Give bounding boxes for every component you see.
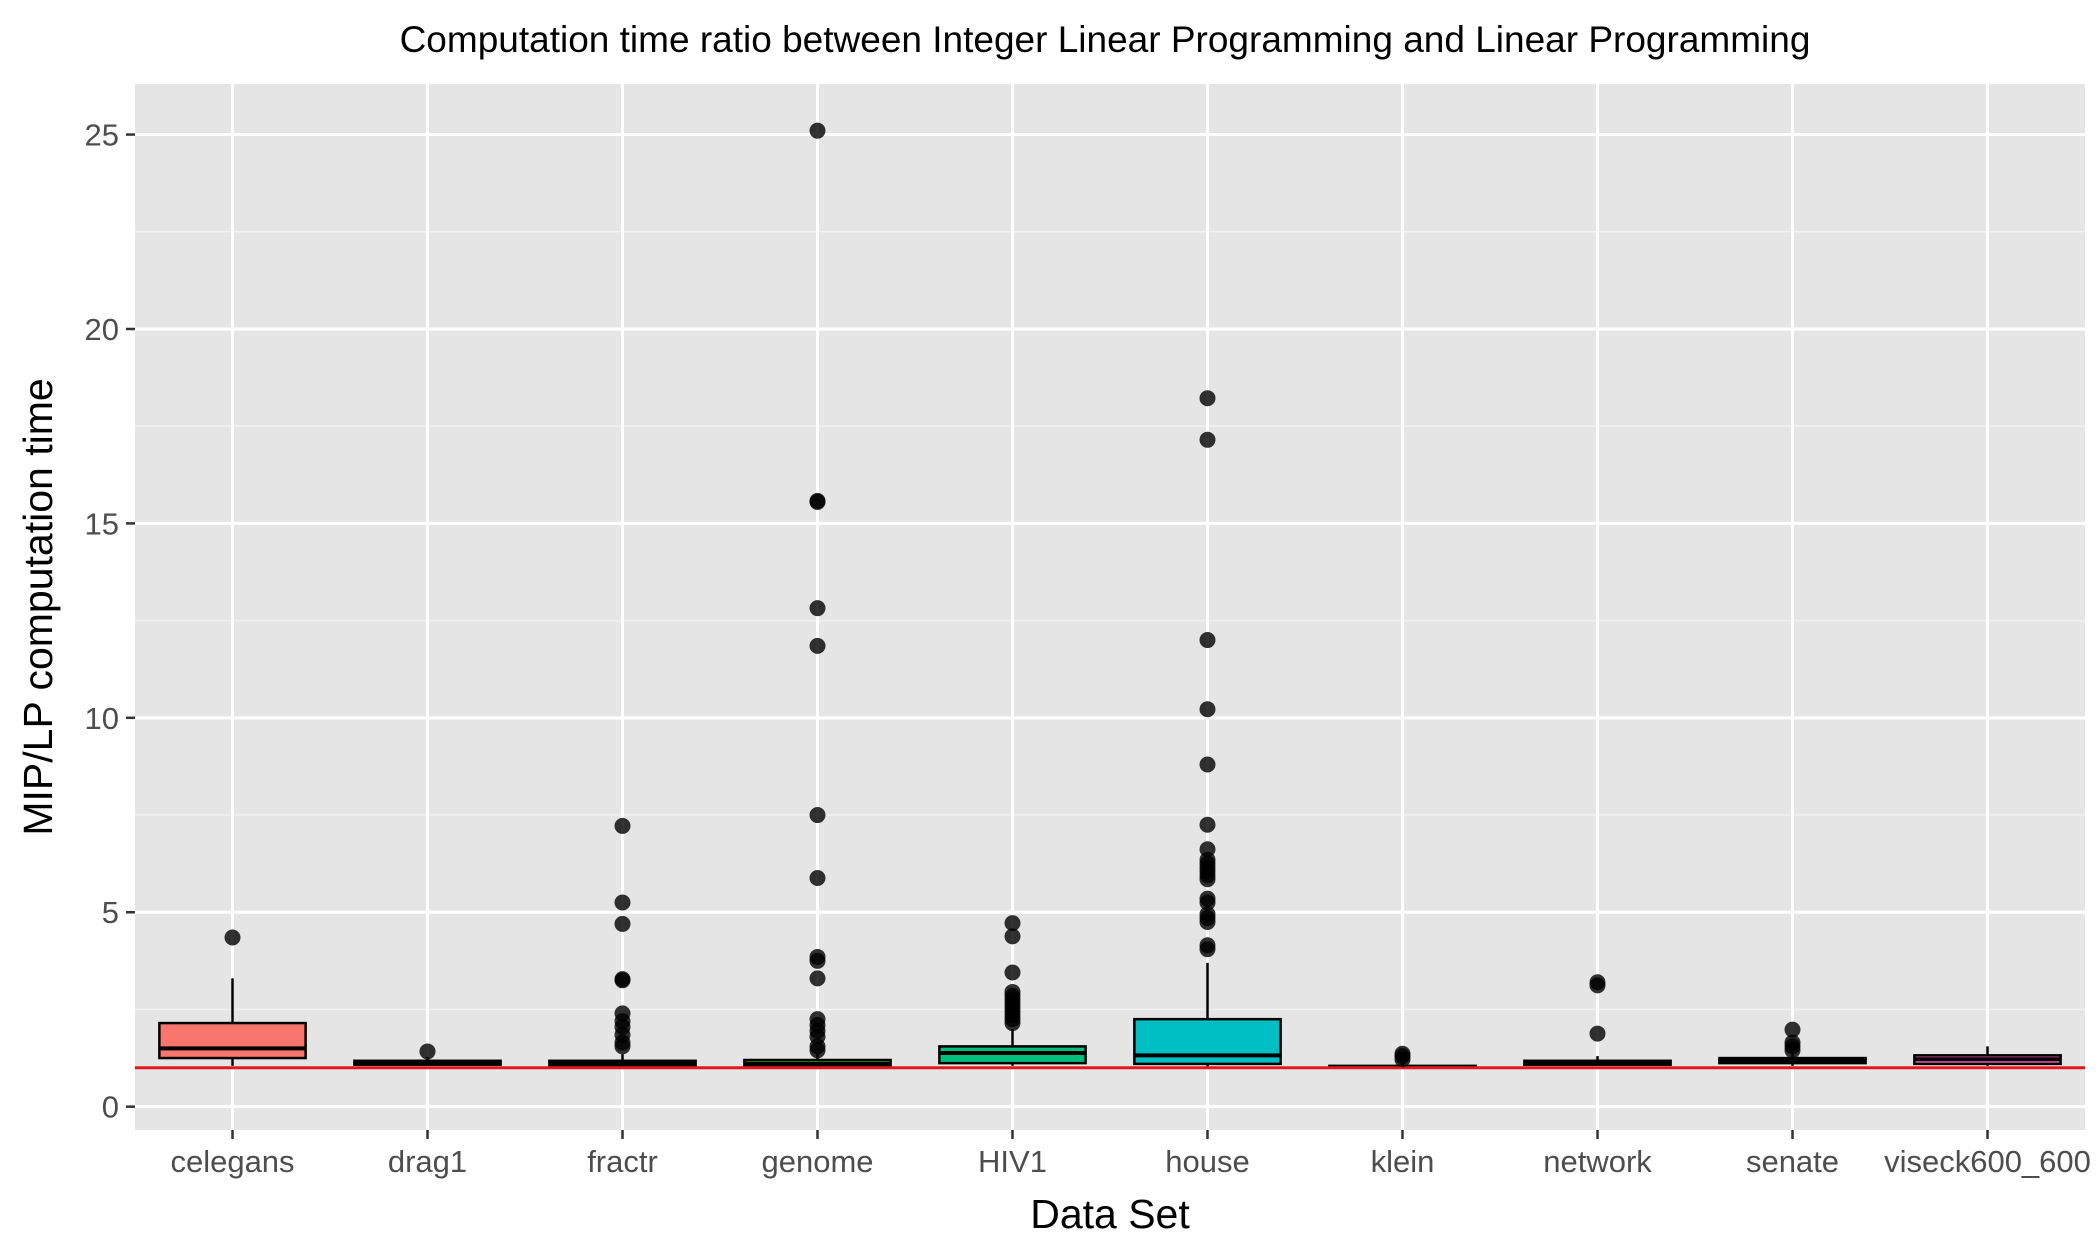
outlier-point	[614, 894, 631, 911]
outlier-point	[1199, 816, 1216, 833]
x-tick-label: HIV1	[978, 1144, 1047, 1179]
y-tick-label: 15	[85, 506, 119, 541]
x-tick-label: klein	[1371, 1144, 1435, 1179]
y-axis-title: MIP/LP computation time	[15, 378, 61, 835]
outlier-point	[1199, 756, 1216, 773]
y-axis: 0 5 10 15 20 25	[85, 118, 135, 1125]
outlier-point	[1004, 983, 1021, 1000]
y-tick-label: 20	[85, 312, 119, 347]
box-HIV1	[938, 1028, 1087, 1066]
outlier-point	[1784, 1021, 1801, 1038]
x-tick-label: house	[1165, 1144, 1249, 1179]
outlier-point	[809, 1011, 826, 1028]
outlier-point	[1004, 928, 1021, 945]
outlier-point	[809, 948, 826, 965]
outlier-layer	[224, 122, 1801, 1068]
outlier-point	[809, 807, 826, 824]
y-tick-label: 10	[85, 701, 119, 736]
box-viseck600_600	[1913, 1046, 2062, 1066]
x-tick-label: viseck600_600	[1884, 1144, 2091, 1179]
box-genome	[743, 1054, 892, 1068]
x-tick-label: genome	[761, 1144, 873, 1179]
outlier-point	[1199, 841, 1216, 858]
outlier-point	[614, 971, 631, 988]
outlier-point	[809, 637, 826, 654]
x-tick-label: network	[1543, 1144, 1652, 1179]
x-tick-label: senate	[1746, 1144, 1839, 1179]
outlier-point	[1199, 890, 1216, 907]
x-tick-label: drag1	[388, 1144, 467, 1179]
outlier-point	[1589, 1025, 1606, 1042]
outlier-point	[1784, 1034, 1801, 1051]
box-layer	[158, 962, 2062, 1070]
outlier-point	[1199, 431, 1216, 448]
outlier-point	[614, 915, 631, 932]
chart-title: Computation time ratio between Integer L…	[400, 19, 1811, 60]
outlier-point	[809, 870, 826, 887]
box-celegans	[158, 978, 307, 1066]
y-tick-label: 25	[85, 118, 119, 153]
box-network	[1523, 1056, 1672, 1066]
x-tick-label: fractr	[587, 1144, 658, 1179]
outlier-point	[614, 817, 631, 834]
y-tick-label: 5	[102, 895, 119, 930]
outlier-point	[1589, 974, 1606, 991]
box-house	[1133, 962, 1282, 1068]
outlier-point	[224, 929, 241, 946]
outlier-point	[1199, 701, 1216, 718]
outlier-point	[1394, 1045, 1411, 1062]
outlier-point	[1004, 915, 1021, 932]
outlier-point	[1004, 964, 1021, 981]
x-axis-title: Data Set	[1030, 1191, 1190, 1237]
outlier-point	[1199, 906, 1216, 923]
outlier-point	[1199, 390, 1216, 407]
box-body	[158, 1021, 307, 1060]
y-tick-label: 0	[102, 1090, 119, 1125]
outlier-point	[809, 970, 826, 987]
x-axis: celegans drag1 fractr genome HIV1 house klein n…	[170, 1130, 2091, 1179]
outlier-point	[809, 122, 826, 139]
outlier-point	[1199, 632, 1216, 649]
outlier-point	[809, 492, 826, 509]
plot-panel	[135, 84, 2085, 1130]
outlier-point	[1199, 937, 1216, 954]
outlier-point	[419, 1043, 436, 1060]
outlier-point	[614, 1005, 631, 1022]
x-tick-label: celegans	[170, 1144, 294, 1179]
outlier-point	[809, 600, 826, 617]
